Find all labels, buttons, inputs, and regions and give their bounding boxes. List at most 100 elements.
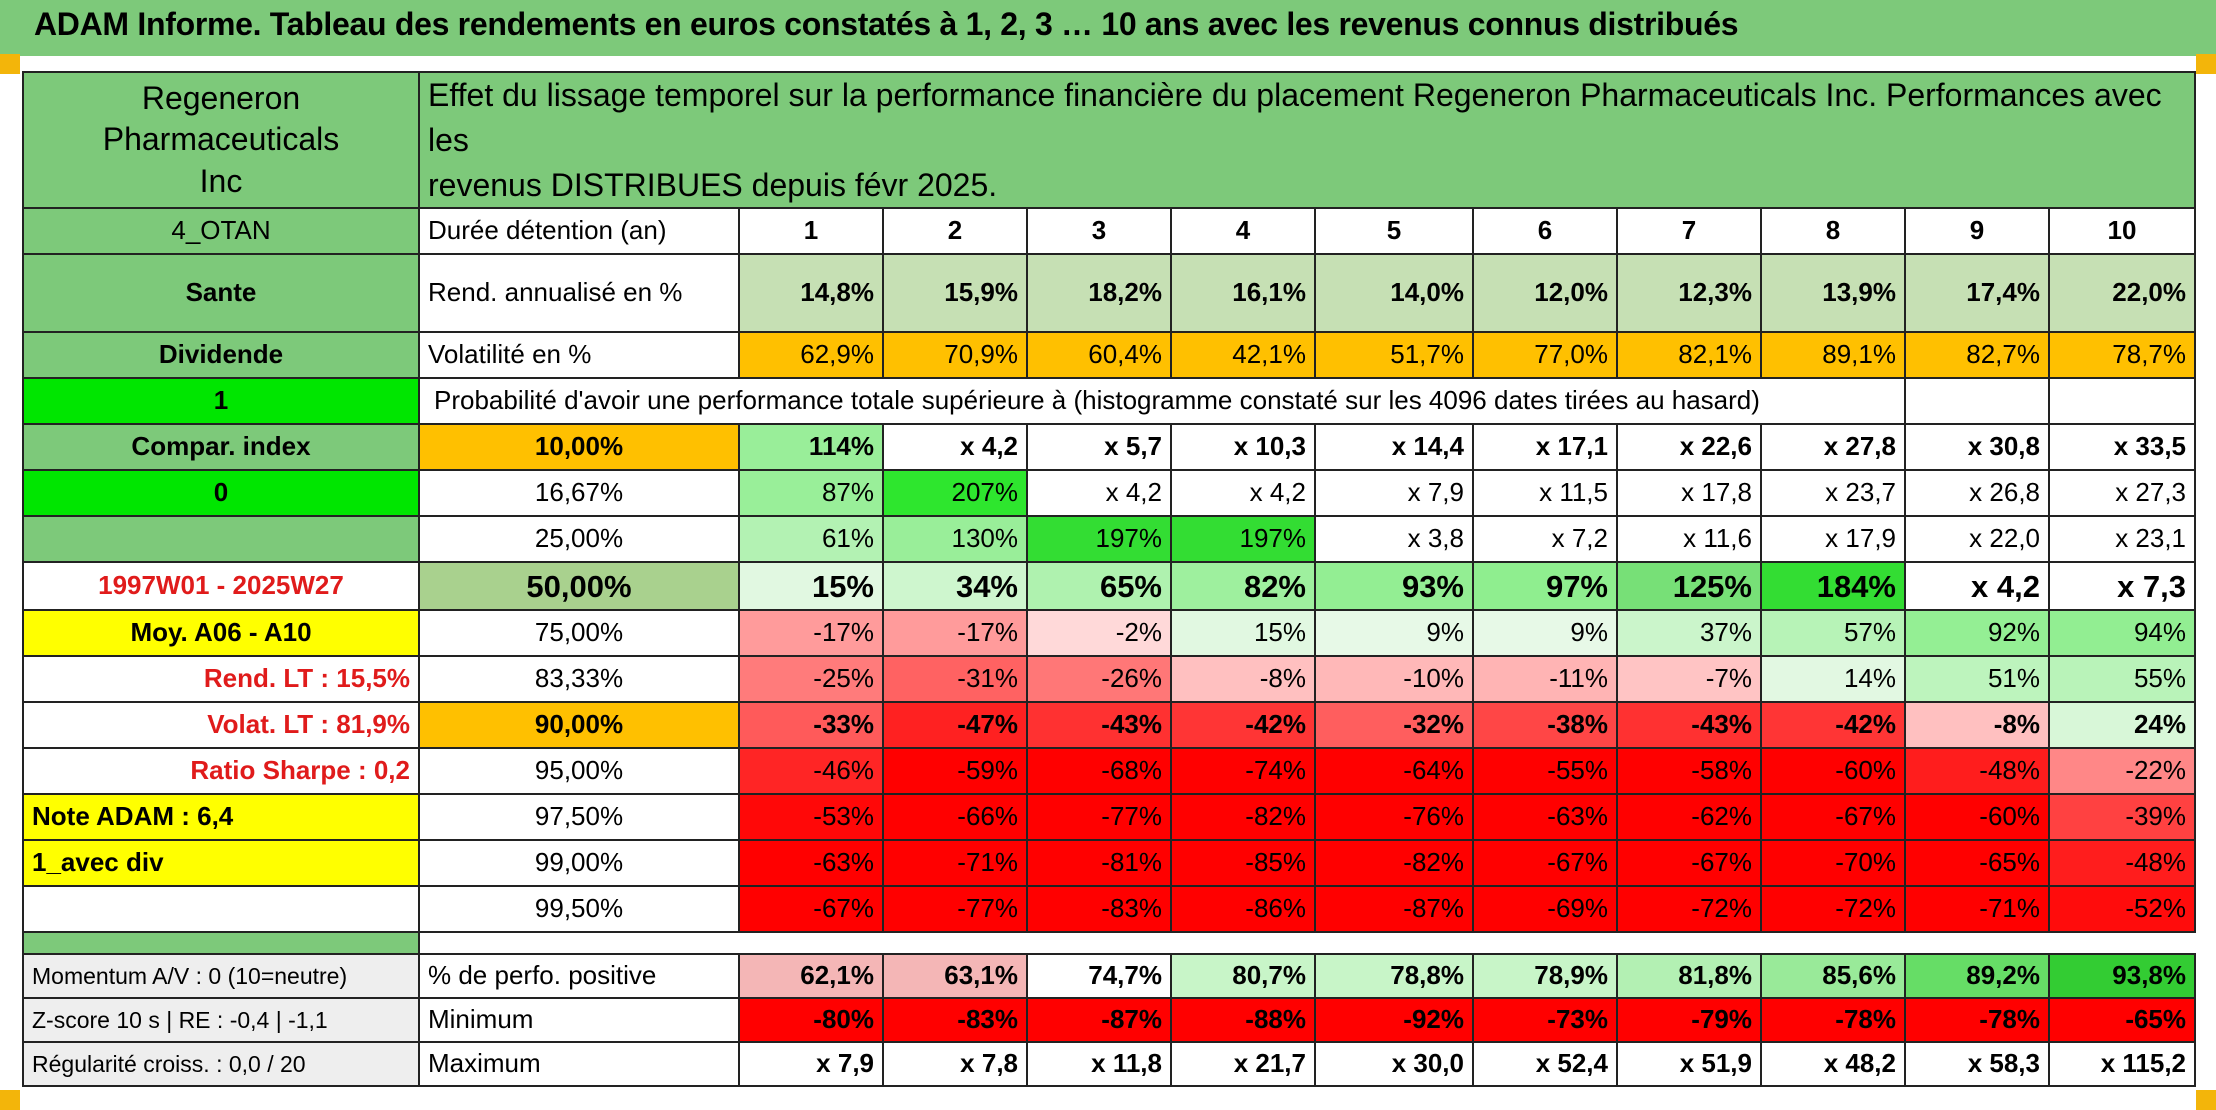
minimum-value: -80%: [738, 997, 884, 1044]
distribution-value: 9%: [1314, 609, 1474, 658]
period-label: 1997W01 - 2025W27: [22, 561, 420, 612]
momentum-label: Momentum A/V : 0 (10=neutre): [22, 953, 420, 1000]
distribution-value: x 17,8: [1616, 469, 1762, 518]
distribution-value: x 7,2: [1472, 515, 1618, 564]
distribution-value: -60%: [1904, 793, 2050, 842]
table-row: Momentum A/V : 0 (10=neutre)% de perfo. …: [22, 953, 2197, 1000]
maximum-value: x 51,9: [1616, 1041, 1762, 1088]
distribution-value: x 30,8: [1904, 423, 2050, 472]
distribution-value: -67%: [738, 885, 884, 934]
year-header: 9: [1904, 207, 2050, 256]
corner-marker: [0, 54, 20, 74]
distribution-value: -77%: [1026, 793, 1172, 842]
distribution-value: x 4,2: [882, 423, 1028, 472]
distribution-value: -82%: [1314, 839, 1474, 888]
distribution-value: x 22,0: [1904, 515, 2050, 564]
positive-value: 62,1%: [738, 953, 884, 1000]
duration-label: Durée détention (an): [418, 207, 740, 256]
positive-value: 80,7%: [1170, 953, 1316, 1000]
positive-value: 89,2%: [1904, 953, 2050, 1000]
distribution-value: -31%: [882, 655, 1028, 704]
rend-value: 16,1%: [1170, 253, 1316, 334]
distribution-value: x 27,8: [1760, 423, 1906, 472]
corner-marker: [0, 1090, 20, 1110]
distribution-value: 51%: [1904, 655, 2050, 704]
positive-value: 93,8%: [2047, 953, 2197, 1000]
percentile-label: 25,00%: [418, 515, 740, 564]
distribution-value: -7%: [1616, 655, 1762, 704]
percentile-label: 97,50%: [418, 793, 740, 842]
table-row: 0 16,67% 87% 207% x 4,2 x 4,2 x 7,9 x 11,5 x 17,…: [22, 469, 2197, 518]
table-row: 1997W01 - 2025W27 50,00% 15% 34% 65% 82% 93% 97…: [22, 561, 2197, 612]
distribution-value: -22%: [2047, 747, 2197, 796]
year-header: 1: [738, 207, 884, 256]
rend-value: 18,2%: [1026, 253, 1172, 334]
distribution-value: 207%: [882, 469, 1028, 518]
blank-cell: [2047, 377, 2197, 426]
distribution-value: 24%: [2047, 701, 2197, 750]
corner-marker: [2196, 1090, 2216, 1110]
distribution-value: x 14,4: [1314, 423, 1474, 472]
vol-value: 42,1%: [1170, 331, 1316, 380]
distribution-value: 15%: [738, 561, 884, 612]
description-line: Effet du lissage temporel sur la perform…: [428, 77, 2162, 158]
percentile-label: 10,00%: [418, 423, 740, 472]
distribution-value: 57%: [1760, 609, 1906, 658]
distribution-value: -67%: [1616, 839, 1762, 888]
vol-value: 51,7%: [1314, 331, 1474, 380]
minimum-value: -88%: [1170, 997, 1316, 1044]
asset-name-line: Inc: [199, 162, 243, 199]
table-row: 4_OTAN Durée détention (an) 1 2 3 4 5 6 7 8 9 10: [22, 207, 2197, 256]
rend-value: 22,0%: [2047, 253, 2197, 334]
vol-value: 62,9%: [738, 331, 884, 380]
year-header: 6: [1472, 207, 1618, 256]
distribution-value: x 7,9: [1314, 469, 1474, 518]
positive-value: 74,7%: [1026, 953, 1172, 1000]
distribution-value: -33%: [738, 701, 884, 750]
avec-div-label: 1_avec div: [22, 839, 420, 888]
maximum-label: Maximum: [418, 1041, 740, 1088]
minimum-value: -92%: [1314, 997, 1474, 1044]
distribution-value: 92%: [1904, 609, 2050, 658]
minimum-label: Minimum: [418, 997, 740, 1044]
distribution-value: -25%: [738, 655, 884, 704]
distribution-value: 114%: [738, 423, 884, 472]
distribution-value: x 23,1: [2047, 515, 2197, 564]
distribution-value: x 33,5: [2047, 423, 2197, 472]
maximum-value: x 30,0: [1314, 1041, 1474, 1088]
sharpe-label: Ratio Sharpe : 0,2: [22, 747, 420, 796]
distribution-value: -48%: [1904, 747, 2050, 796]
positive-value: 85,6%: [1760, 953, 1906, 1000]
minimum-value: -65%: [2047, 997, 2197, 1044]
rend-lt-label: Rend. LT : 15,5%: [22, 655, 420, 704]
vol-value: 70,9%: [882, 331, 1028, 380]
distribution-value: 14%: [1760, 655, 1906, 704]
positive-value: 63,1%: [882, 953, 1028, 1000]
distribution-value: x 4,2: [1170, 469, 1316, 518]
distribution-value: -26%: [1026, 655, 1172, 704]
table-row: Rend. LT : 15,5% 83,33% -25% -31% -26% -8% -10…: [22, 655, 2197, 704]
maximum-value: x 21,7: [1170, 1041, 1316, 1088]
distribution-value: -67%: [1472, 839, 1618, 888]
distribution-value: -65%: [1904, 839, 2050, 888]
table-row: 1 Probabilité d'avoir une performance tot…: [22, 377, 2197, 426]
distribution-value: -60%: [1760, 747, 1906, 796]
distribution-value: 93%: [1314, 561, 1474, 612]
vol-value: 82,1%: [1616, 331, 1762, 380]
minimum-value: -73%: [1472, 997, 1618, 1044]
vol-label: Volatilité en %: [418, 331, 740, 380]
rend-value: 12,0%: [1472, 253, 1618, 334]
distribution-value: x 4,2: [1904, 561, 2050, 612]
distribution-value: -48%: [2047, 839, 2197, 888]
distribution-value: -42%: [1170, 701, 1316, 750]
table-row: Sante Rend. annualisé en % 14,8% 15,9% 18,2%…: [22, 253, 2197, 334]
distribution-value: 197%: [1170, 515, 1316, 564]
distribution-value: x 27,3: [2047, 469, 2197, 518]
year-header: 8: [1760, 207, 1906, 256]
distribution-value: -38%: [1472, 701, 1618, 750]
distribution-value: -62%: [1616, 793, 1762, 842]
distribution-value: -77%: [882, 885, 1028, 934]
minimum-value: -79%: [1616, 997, 1762, 1044]
year-header: 7: [1616, 207, 1762, 256]
distribution-value: -63%: [738, 839, 884, 888]
